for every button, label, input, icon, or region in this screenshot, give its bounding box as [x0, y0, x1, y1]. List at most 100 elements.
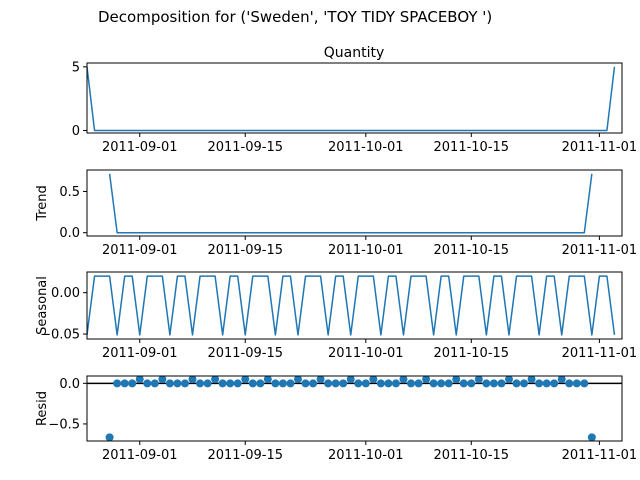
- seasonal-xtick-label: 2011-09-01: [102, 346, 178, 361]
- resid-point: [376, 379, 385, 388]
- resid-plot-area: [87, 376, 622, 441]
- resid-point: [414, 379, 423, 388]
- resid-xtick-label: 2011-09-01: [102, 448, 178, 463]
- resid-point: [565, 379, 574, 388]
- trend-series-line: [108, 173, 593, 234]
- observed-xtick-label: 2011-10-15: [434, 140, 510, 155]
- resid-ytick-label: 0.0: [59, 377, 80, 392]
- resid-xtick-label: 2011-09-15: [207, 448, 283, 463]
- resid-point: [293, 376, 302, 384]
- observed-panel-title: Quantity: [324, 45, 385, 61]
- seasonal-panel: 0.00 −0.05 2011-09-01 2011-09-15 2011-10-01 2…: [35, 271, 638, 361]
- resid-ylabel: Resid: [35, 391, 50, 426]
- observed-ytick-label: 0: [72, 124, 80, 139]
- trend-axes-frame: [86, 169, 623, 237]
- resid-point: [165, 379, 174, 388]
- resid-point: [429, 379, 438, 388]
- resid-point: [580, 379, 589, 388]
- resid-point: [512, 379, 521, 388]
- resid-point: [263, 376, 272, 384]
- resid-point: [542, 379, 551, 388]
- resid-point: [361, 379, 370, 388]
- resid-point: [316, 376, 325, 384]
- resid-point: [135, 376, 144, 384]
- resid-point: [346, 376, 355, 384]
- resid-point: [150, 379, 159, 388]
- trend-xtick-label: 2011-10-01: [328, 243, 404, 258]
- resid-point: [188, 376, 197, 384]
- resid-point: [278, 379, 287, 388]
- seasonal-plot-area: [87, 275, 616, 336]
- resid-point: [399, 376, 408, 384]
- trend-ylabel: Trend: [35, 185, 50, 222]
- resid-point: [324, 379, 333, 388]
- trend-xtick-label: 2011-09-15: [207, 243, 283, 258]
- seasonal-ytick-label: 0.00: [51, 286, 80, 301]
- resid-point: [497, 379, 506, 388]
- resid-point: [233, 379, 242, 388]
- resid-point: [196, 379, 205, 388]
- resid-point: [271, 379, 280, 388]
- trend-xtick-label: 2011-09-01: [102, 243, 178, 258]
- trend-ytick-label: 0.5: [59, 185, 80, 200]
- resid-point: [309, 379, 318, 388]
- resid-point: [143, 379, 152, 388]
- resid-point: [286, 379, 295, 388]
- resid-point: [391, 379, 400, 388]
- resid-point: [354, 379, 363, 388]
- trend-xtick-label: 2011-11-01: [562, 243, 638, 258]
- resid-point: [437, 379, 446, 388]
- resid-ytick-label: −0.5: [48, 417, 80, 432]
- resid-point: [180, 379, 189, 388]
- resid-point: [504, 376, 513, 384]
- seasonal-ytick-label: −0.05: [40, 328, 80, 343]
- resid-point: [369, 376, 378, 384]
- resid-point: [105, 433, 114, 441]
- resid-point: [301, 379, 310, 388]
- resid-point: [520, 379, 529, 388]
- resid-point: [120, 379, 129, 388]
- observed-xtick-label: 2011-09-01: [102, 140, 178, 155]
- resid-point: [158, 376, 167, 384]
- observed-series-line: [87, 66, 616, 132]
- resid-point: [226, 379, 235, 388]
- seasonal-xtick-label: 2011-11-01: [562, 346, 638, 361]
- resid-point: [339, 379, 348, 388]
- trend-panel: 0.0 0.5 2011-09-01 2011-09-15 2011-10-01 2011…: [35, 169, 638, 258]
- resid-point: [203, 379, 212, 388]
- resid-point: [173, 379, 182, 388]
- trend-plot-area: [108, 173, 593, 234]
- trend-xtick-label: 2011-10-15: [434, 243, 510, 258]
- resid-point: [572, 379, 581, 388]
- resid-point: [482, 379, 491, 388]
- resid-point: [256, 379, 265, 388]
- resid-point: [467, 379, 476, 388]
- resid-point: [407, 379, 416, 388]
- observed-ytick-label: 5: [72, 60, 80, 75]
- observed-plot-area: [87, 66, 616, 132]
- seasonal-ylabel: Seasonal: [35, 276, 50, 335]
- resid-point: [459, 379, 468, 388]
- seasonal-axes-frame: [86, 271, 623, 340]
- seasonal-xtick-label: 2011-09-15: [207, 346, 283, 361]
- resid-point: [331, 379, 340, 388]
- resid-point: [527, 376, 536, 384]
- trend-ytick-label: 0.0: [59, 226, 80, 241]
- resid-xtick-label: 2011-10-01: [328, 448, 404, 463]
- resid-xtick-label: 2011-10-15: [434, 448, 510, 463]
- resid-point: [218, 379, 227, 388]
- resid-axes-frame: [86, 375, 623, 442]
- resid-point: [557, 376, 566, 384]
- observed-xtick-label: 2011-11-01: [562, 140, 638, 155]
- observed-xtick-label: 2011-10-01: [328, 140, 404, 155]
- seasonal-xtick-label: 2011-10-01: [328, 346, 404, 361]
- resid-point: [550, 379, 559, 388]
- resid-point: [535, 379, 544, 388]
- resid-point: [211, 376, 220, 384]
- resid-point: [128, 379, 137, 388]
- resid-point: [444, 379, 453, 388]
- resid-xtick-label: 2011-11-01: [562, 448, 638, 463]
- resid-point: [241, 376, 250, 384]
- resid-point: [452, 376, 461, 384]
